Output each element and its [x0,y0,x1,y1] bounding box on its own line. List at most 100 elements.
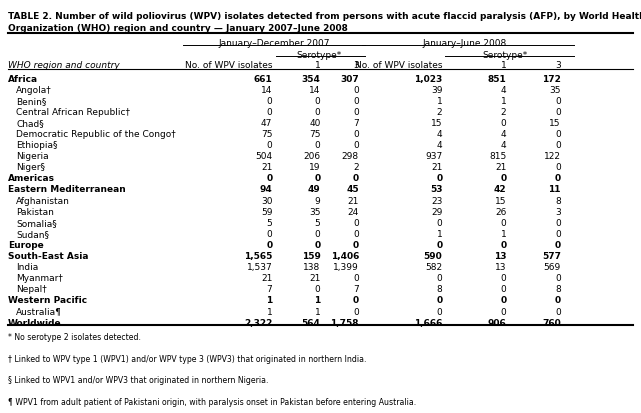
Text: 159: 159 [302,252,320,261]
Text: 0: 0 [315,285,320,294]
Text: 11: 11 [548,185,561,194]
Text: 0: 0 [555,97,561,105]
Text: 0: 0 [314,240,320,249]
Text: Sudan§: Sudan§ [16,229,49,238]
Text: 42: 42 [494,185,506,194]
Text: 0: 0 [353,218,359,227]
Text: 35: 35 [309,207,320,216]
Text: 0: 0 [501,119,506,128]
Text: January–June 2008: January–June 2008 [422,39,507,48]
Text: No. of WPV isolates: No. of WPV isolates [185,61,272,70]
Text: Central African Republic†: Central African Republic† [16,107,130,116]
Text: 2: 2 [353,163,359,172]
Text: 13: 13 [495,263,506,271]
Text: 1: 1 [437,97,442,105]
Text: 504: 504 [255,152,272,161]
Text: * No serotype 2 isolates detected.: * No serotype 2 isolates detected. [8,332,140,342]
Text: 1,565: 1,565 [244,252,272,261]
Text: 564: 564 [302,318,320,327]
Text: 94: 94 [260,185,272,194]
Text: 0: 0 [437,218,442,227]
Text: 0: 0 [353,296,359,305]
Text: No. of WPV isolates: No. of WPV isolates [354,61,442,70]
Text: Serotype*: Serotype* [296,50,342,59]
Text: 1,023: 1,023 [414,74,442,83]
Text: 26: 26 [495,207,506,216]
Text: 3: 3 [555,61,561,70]
Text: 19: 19 [309,163,320,172]
Text: 0: 0 [501,307,506,316]
Text: 0: 0 [436,174,442,183]
Text: 0: 0 [267,141,272,150]
Text: Ethiopia§: Ethiopia§ [16,141,58,150]
Text: 0: 0 [353,174,359,183]
Text: 13: 13 [494,252,506,261]
Text: 8: 8 [555,285,561,294]
Text: January–December 2007: January–December 2007 [219,39,329,48]
Text: 5: 5 [315,218,320,227]
Text: 1: 1 [437,229,442,238]
Text: 21: 21 [261,163,272,172]
Text: Myanmar†: Myanmar† [16,273,63,282]
Text: 0: 0 [353,130,359,139]
Text: 1: 1 [267,307,272,316]
Text: 0: 0 [555,273,561,282]
Text: 59: 59 [261,207,272,216]
Text: 0: 0 [353,240,359,249]
Text: ¶ WPV1 from adult patient of Pakistani origin, with paralysis onset in Pakistan : ¶ WPV1 from adult patient of Pakistani o… [8,397,416,406]
Text: 1: 1 [501,229,506,238]
Text: 0: 0 [554,240,561,249]
Text: Pakistan: Pakistan [16,207,54,216]
Text: 1,406: 1,406 [331,252,359,261]
Text: Organization (WHO) region and country — January 2007–June 2008: Organization (WHO) region and country — … [8,24,347,33]
Text: India: India [16,263,38,271]
Text: Western Pacific: Western Pacific [8,296,87,305]
Text: 0: 0 [315,107,320,116]
Text: South-East Asia: South-East Asia [8,252,88,261]
Text: Worldwide: Worldwide [8,318,62,327]
Text: 1,399: 1,399 [333,263,359,271]
Text: 49: 49 [308,185,320,194]
Text: 0: 0 [315,97,320,105]
Text: 1: 1 [315,307,320,316]
Text: 2,322: 2,322 [244,318,272,327]
Text: 4: 4 [501,130,506,139]
Text: Americas: Americas [8,174,54,183]
Text: Serotype*: Serotype* [482,50,528,59]
Text: 21: 21 [431,163,442,172]
Text: Eastern Mediterranean: Eastern Mediterranean [8,185,126,194]
Text: Europe: Europe [8,240,44,249]
Text: 577: 577 [542,252,561,261]
Text: 0: 0 [555,307,561,316]
Text: 354: 354 [302,74,320,83]
Text: 815: 815 [489,152,506,161]
Text: 0: 0 [353,229,359,238]
Text: 2: 2 [501,107,506,116]
Text: 15: 15 [549,119,561,128]
Text: 3: 3 [555,207,561,216]
Text: 0: 0 [555,130,561,139]
Text: 0: 0 [267,97,272,105]
Text: 0: 0 [500,296,506,305]
Text: 307: 307 [340,74,359,83]
Text: 47: 47 [261,119,272,128]
Text: Benin§: Benin§ [16,97,46,105]
Text: Nepal†: Nepal† [16,285,47,294]
Text: 9: 9 [315,196,320,205]
Text: 298: 298 [342,152,359,161]
Text: Chad§: Chad§ [16,119,44,128]
Text: 14: 14 [309,85,320,95]
Text: 39: 39 [431,85,442,95]
Text: 0: 0 [437,307,442,316]
Text: 0: 0 [267,229,272,238]
Text: 8: 8 [555,196,561,205]
Text: 1,537: 1,537 [247,263,272,271]
Text: 851: 851 [488,74,506,83]
Text: 30: 30 [261,196,272,205]
Text: 122: 122 [544,152,561,161]
Text: 4: 4 [437,141,442,150]
Text: Angola†: Angola† [16,85,52,95]
Text: 0: 0 [315,229,320,238]
Text: WHO region and country: WHO region and country [8,61,119,70]
Text: 1: 1 [501,61,506,70]
